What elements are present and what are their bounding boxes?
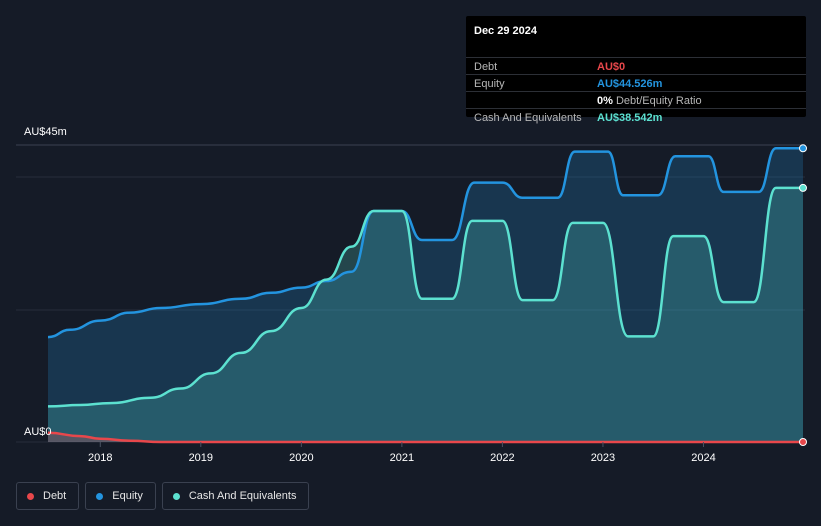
tooltip-panel: Dec 29 2024 Debt AU$0 Equity AU$44.526m … bbox=[466, 16, 806, 124]
legend: Debt Equity Cash And Equivalents bbox=[16, 482, 310, 510]
legend-label-equity: Equity bbox=[112, 490, 143, 502]
legend-item-cash[interactable]: Cash And Equivalents bbox=[161, 482, 310, 510]
series-lines bbox=[47, 147, 803, 444]
tooltip-label-debt: Debt bbox=[474, 61, 498, 73]
tooltip-label-equity: Equity bbox=[474, 78, 505, 90]
tooltip-row-debt: Debt AU$0 bbox=[466, 57, 806, 75]
x-tick-label: 2023 bbox=[591, 452, 615, 464]
x-tick-label: 2019 bbox=[189, 452, 213, 464]
marker-debt bbox=[799, 438, 807, 446]
area-cash-and-equivalents bbox=[48, 187, 803, 442]
legend-label-debt: Debt bbox=[43, 490, 67, 502]
x-tick-label: 2024 bbox=[691, 452, 715, 464]
x-axis-ticks: 2018 2019 2020 2021 2022 2023 2024 bbox=[88, 442, 716, 464]
tooltip-value-cash: AU$38.542m bbox=[597, 112, 663, 124]
x-tick-label: 2022 bbox=[490, 452, 514, 464]
marker-cash-and-equivalents bbox=[799, 183, 807, 192]
marker-equity bbox=[799, 144, 807, 153]
tooltip-date: Dec 29 2024 bbox=[474, 25, 537, 37]
tooltip-label-cash: Cash And Equivalents bbox=[474, 112, 582, 124]
ratio-caption: Debt/Equity Ratio bbox=[615, 95, 702, 107]
tooltip-row-equity: Equity AU$44.526m bbox=[466, 74, 806, 92]
tooltip-value-debt: AU$0 bbox=[597, 61, 626, 73]
legend-dot-equity bbox=[96, 492, 104, 500]
legend-dot-cash bbox=[172, 492, 180, 500]
tooltip-row-ratio: 0% Debt/Equity Ratio bbox=[466, 91, 806, 109]
tooltip-row-cash: Cash And Equivalents AU$38.542m bbox=[466, 108, 806, 124]
legend-item-equity[interactable]: Equity bbox=[85, 482, 156, 510]
x-tick-label: 2020 bbox=[289, 452, 313, 464]
line-debt bbox=[47, 431, 803, 444]
ratio-number: 0% bbox=[597, 95, 613, 107]
y-axis-top-label: AU$45m bbox=[24, 126, 67, 138]
y-axis-bottom-label: AU$0 bbox=[24, 426, 52, 438]
tooltip-value-equity: AU$44.526m bbox=[597, 78, 663, 90]
end-markers bbox=[799, 144, 807, 446]
legend-label-cash: Cash And Equivalents bbox=[188, 490, 297, 502]
area-equity bbox=[48, 148, 803, 443]
x-tick-label: 2021 bbox=[390, 452, 414, 464]
line-cash-and-equivalents bbox=[47, 186, 803, 408]
legend-dot-debt bbox=[27, 492, 34, 500]
legend-item-debt[interactable]: Debt bbox=[16, 482, 80, 510]
x-tick-label: 2018 bbox=[88, 452, 112, 464]
series-areas bbox=[48, 148, 803, 443]
line-equity bbox=[47, 147, 803, 339]
tooltip-value-ratio: 0% Debt/Equity Ratio bbox=[597, 95, 702, 107]
